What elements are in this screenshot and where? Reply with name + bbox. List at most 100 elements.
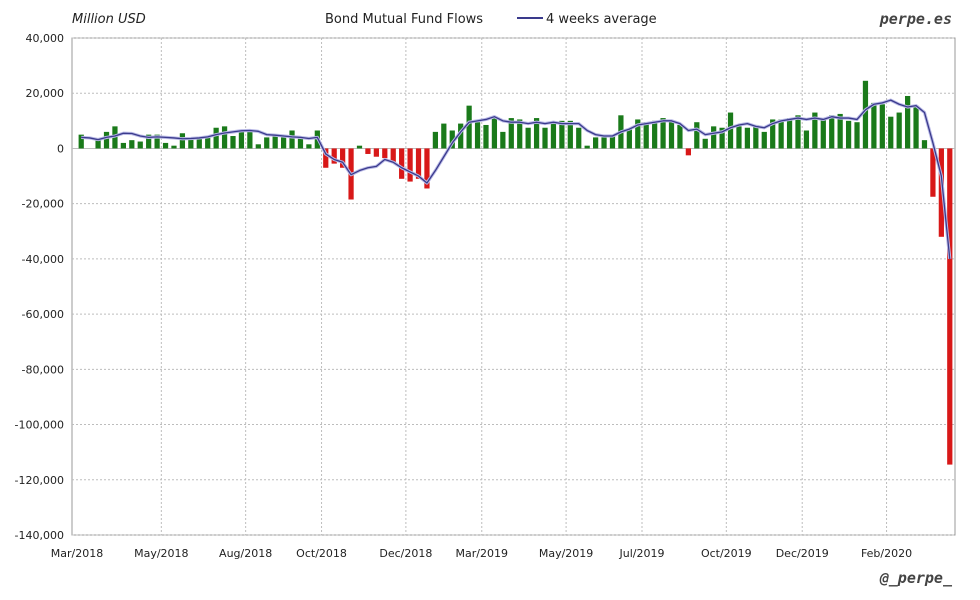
flow-bar bbox=[584, 145, 590, 149]
flow-bar bbox=[517, 119, 523, 149]
flow-bar bbox=[264, 137, 270, 149]
flow-bar bbox=[601, 137, 607, 149]
flow-bar bbox=[736, 126, 742, 149]
flow-bar bbox=[196, 138, 202, 149]
flow-bar bbox=[727, 112, 734, 149]
y-tick-label: 20,000 bbox=[26, 87, 65, 100]
unit-label: Million USD bbox=[72, 12, 146, 27]
y-tick-label: -140,000 bbox=[15, 529, 64, 542]
flow-bars bbox=[78, 80, 953, 465]
flow-bar bbox=[542, 127, 548, 149]
flow-bar bbox=[744, 127, 751, 149]
flow-bar bbox=[356, 145, 363, 149]
average-line bbox=[81, 99, 951, 259]
flow-bar bbox=[837, 113, 843, 149]
flow-bar bbox=[297, 137, 304, 149]
flow-bar bbox=[812, 112, 818, 149]
flow-bar bbox=[323, 148, 329, 168]
flow-bar bbox=[896, 112, 902, 149]
flow-bar bbox=[845, 120, 852, 149]
flow-bar bbox=[576, 127, 582, 149]
flow-bar bbox=[508, 118, 514, 149]
y-tick-label: -80,000 bbox=[22, 363, 64, 376]
flow-bar bbox=[643, 122, 649, 149]
plot-frame bbox=[71, 37, 956, 536]
x-tick-label: Oct/2018 bbox=[296, 547, 347, 560]
flow-bar bbox=[913, 105, 919, 149]
x-axis: Mar/2018 May/2018 Aug/2018 Oct/2018 Dec/2018… bbox=[51, 547, 912, 560]
brand-watermark: perpe.es bbox=[879, 10, 952, 28]
flow-bar bbox=[888, 116, 894, 149]
x-tick-label: May/2018 bbox=[134, 547, 188, 560]
flow-bar bbox=[795, 115, 801, 149]
flow-bar bbox=[221, 126, 228, 149]
flow-bar bbox=[449, 130, 455, 149]
x-tick-label: May/2019 bbox=[539, 547, 593, 560]
flow-bar bbox=[432, 131, 439, 149]
x-tick-label: Dec/2018 bbox=[379, 547, 432, 560]
flow-bar bbox=[365, 148, 371, 154]
flow-bar bbox=[770, 119, 776, 149]
flow-bar bbox=[635, 119, 641, 149]
flow-bar bbox=[162, 142, 169, 149]
y-tick-label: -40,000 bbox=[22, 253, 64, 266]
y-axis: 40,000 20,000 0 -20,000 -40,000 -60,000 -80,00… bbox=[15, 32, 64, 542]
flow-bar bbox=[938, 148, 944, 237]
flow-bar bbox=[525, 127, 531, 149]
flow-bar bbox=[694, 122, 700, 149]
y-tick-label: 0 bbox=[57, 142, 64, 155]
flow-bar bbox=[567, 120, 573, 149]
flow-bar bbox=[306, 144, 312, 149]
flow-bar bbox=[761, 131, 767, 149]
flow-bar bbox=[146, 134, 152, 149]
flow-bar bbox=[441, 123, 447, 149]
flow-bar bbox=[474, 122, 481, 149]
legend-label: 4 weeks average bbox=[546, 12, 657, 27]
flow-bar bbox=[668, 120, 675, 149]
flow-bar bbox=[626, 129, 632, 149]
flow-bar bbox=[702, 138, 708, 149]
author-handle: @_perpe_ bbox=[879, 569, 953, 587]
flow-bar bbox=[685, 148, 691, 156]
flow-bar bbox=[719, 127, 725, 149]
flow-bar bbox=[677, 124, 683, 149]
x-tick-label: Aug/2018 bbox=[219, 547, 272, 560]
x-tick-label: Oct/2019 bbox=[701, 547, 752, 560]
flow-bar bbox=[905, 95, 911, 149]
flow-bar bbox=[289, 130, 295, 149]
average-line-layer bbox=[81, 98, 952, 260]
flow-bar bbox=[424, 148, 430, 189]
flow-bar bbox=[854, 122, 860, 149]
flow-bar bbox=[154, 134, 160, 149]
flow-bar bbox=[500, 131, 506, 149]
flow-bar bbox=[820, 119, 826, 149]
flow-bar bbox=[238, 131, 245, 149]
flow-bar bbox=[533, 118, 540, 149]
flow-bar bbox=[550, 123, 557, 149]
flow-bar bbox=[491, 118, 498, 149]
y-tick-label: -20,000 bbox=[22, 198, 64, 211]
flow-bar bbox=[390, 148, 396, 163]
average-line-halo bbox=[81, 98, 952, 260]
flow-bar bbox=[331, 148, 337, 164]
y-tick-label: -100,000 bbox=[15, 419, 64, 432]
flow-bar bbox=[382, 148, 388, 159]
flow-bar bbox=[399, 148, 405, 179]
x-tick-label: Dec/2019 bbox=[776, 547, 829, 560]
flow-bar bbox=[247, 130, 253, 149]
flow-bar bbox=[137, 141, 143, 149]
flow-bar bbox=[129, 140, 135, 149]
y-tick-label: -120,000 bbox=[15, 474, 64, 487]
flow-bar bbox=[95, 140, 101, 149]
flow-bar bbox=[255, 144, 261, 149]
flow-bar bbox=[205, 136, 211, 149]
flow-bar bbox=[711, 126, 717, 149]
flow-bar bbox=[272, 136, 278, 149]
flow-bar bbox=[778, 119, 784, 149]
flow-bar bbox=[803, 130, 810, 149]
x-tick-label: Jul/2019 bbox=[618, 547, 664, 560]
flow-bar bbox=[660, 118, 666, 149]
flow-bar bbox=[947, 148, 953, 465]
flow-bar bbox=[458, 123, 464, 149]
